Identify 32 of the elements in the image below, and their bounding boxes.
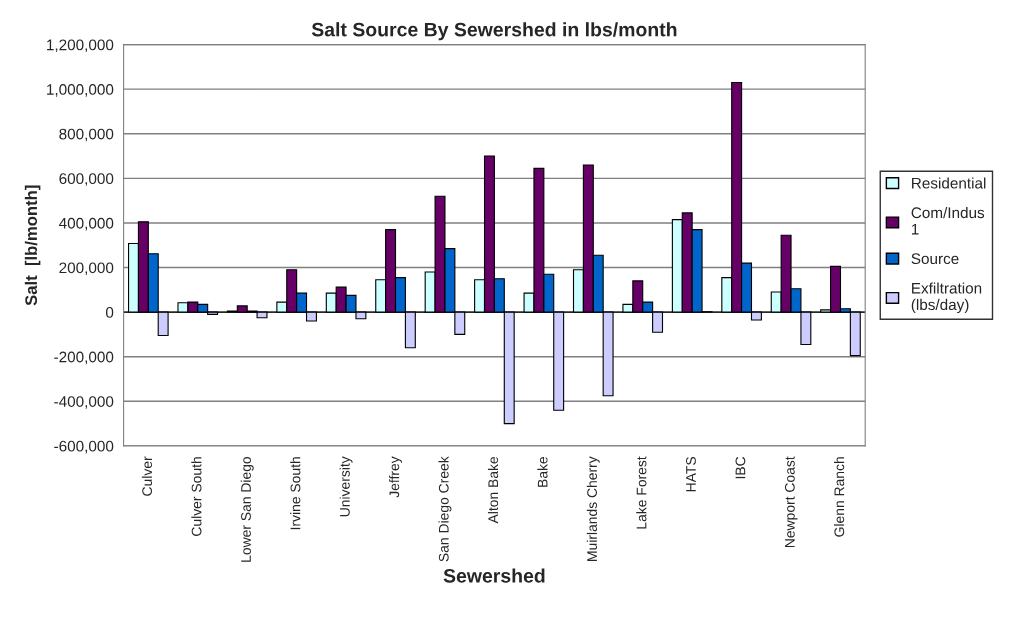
y-tick-label: 400,000: [59, 217, 114, 231]
x-tick-label: Muirlands Cherry: [586, 456, 600, 561]
y-tick-label: 800,000: [59, 128, 114, 142]
x-tick-label: Alton Bake: [487, 456, 499, 524]
legend-label: Com/Indus 1: [911, 206, 985, 235]
x-tick-label: Newport Coast: [784, 456, 798, 548]
y-tick-label: -400,000: [54, 396, 114, 409]
x-tick-label: Jeffrey: [389, 456, 402, 498]
x-tick-label: Lower San Diego: [240, 456, 254, 562]
x-tick-label: Lake Forest: [636, 456, 647, 529]
x-tick-label: Glenn Ranch: [834, 457, 845, 537]
y-tick-label: 1,200,000: [47, 39, 114, 53]
x-tick-label: Culver: [141, 456, 153, 496]
x-tick-label: Bake: [537, 456, 548, 487]
legend-label: Source: [911, 253, 959, 265]
legend-label: Residential: [912, 177, 986, 189]
x-tick-label: IBC: [735, 456, 746, 479]
x-tick-label: Culver South: [191, 457, 202, 536]
y-axis-title: Salt [lb/month]: [24, 185, 41, 306]
x-tick-label: Irvine South: [290, 457, 301, 530]
x-tick-label: HATS: [686, 456, 696, 492]
x-tick-label: San Diego Creek: [438, 456, 452, 562]
x-tick-label: University: [339, 456, 353, 517]
y-tick-label: 200,000: [59, 262, 114, 276]
x-axis-title: Sewershed: [443, 568, 545, 583]
y-tick-label: 600,000: [59, 173, 114, 186]
y-tick-label: 1,000,000: [47, 84, 114, 97]
y-tick-label: -200,000: [54, 351, 114, 365]
chart-title: Salt Source By Sewershed in lbs/month: [311, 22, 677, 41]
legend-label: Exfiltration (lbs/day): [911, 282, 982, 314]
y-tick-label: -600,000: [54, 440, 114, 454]
y-tick-label: 0: [105, 307, 114, 318]
